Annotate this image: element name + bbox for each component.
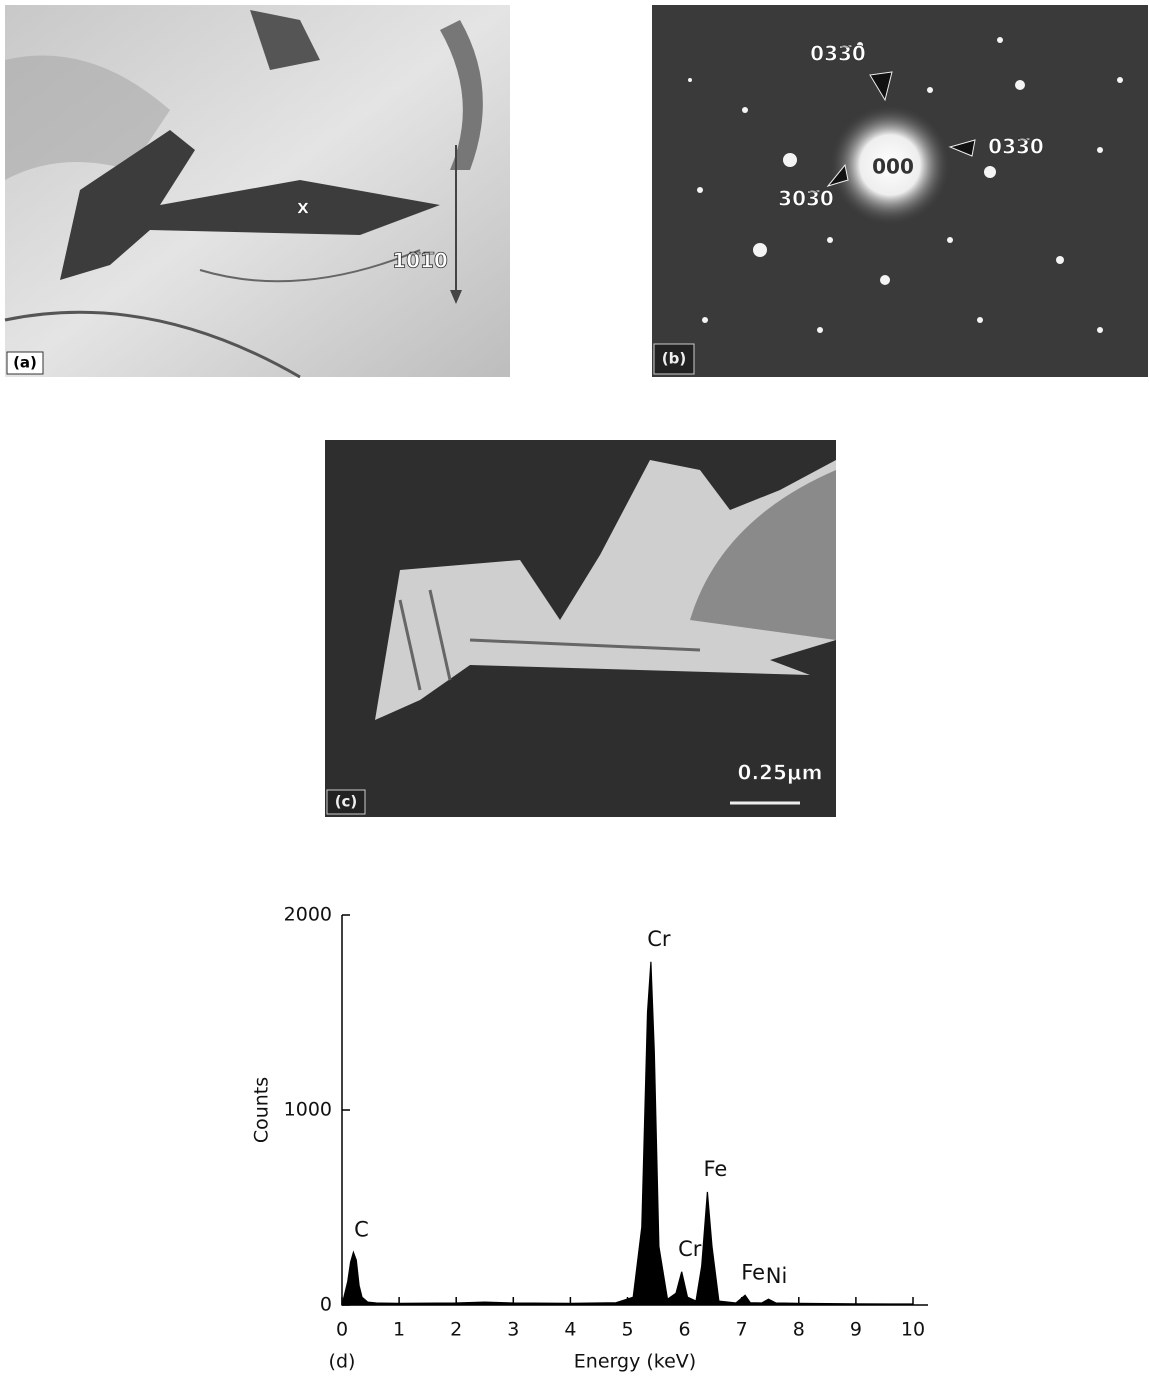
x-tick-label: 10 bbox=[901, 1319, 925, 1341]
x-tick-label: 5 bbox=[621, 1319, 633, 1341]
annotation: 033̅0 bbox=[988, 135, 1044, 159]
x-tick-label: 6 bbox=[679, 1319, 691, 1341]
y-tick-label: 2000 bbox=[284, 904, 332, 926]
figure: (a) x 10̅1̅0 (b) 033̅0 033̅0 303̅0 000 (… bbox=[0, 0, 1149, 1375]
panel-label: (c) bbox=[335, 793, 358, 811]
x-tick-label: 1 bbox=[393, 1319, 405, 1341]
x-tick-label: 7 bbox=[736, 1319, 748, 1341]
x-tick-label: 4 bbox=[564, 1319, 576, 1341]
peak-label: Fe bbox=[741, 1260, 765, 1284]
y-axis-label: Counts bbox=[251, 1077, 273, 1143]
x-tick-label: 3 bbox=[507, 1319, 519, 1341]
y-tick-label: 0 bbox=[320, 1294, 332, 1316]
y-tick-label: 1000 bbox=[284, 1099, 332, 1121]
x-tick-label: 2 bbox=[450, 1319, 462, 1341]
peak-label: Fe bbox=[704, 1157, 728, 1181]
annotation: 033̅0 bbox=[810, 42, 866, 66]
x-tick-label: 0 bbox=[336, 1319, 348, 1341]
x-tick-label: 8 bbox=[793, 1319, 805, 1341]
panel-label: (a) bbox=[13, 354, 37, 372]
annotation: 000 bbox=[872, 155, 914, 179]
micrograph-a: (a) x 10̅1̅0 bbox=[5, 5, 510, 377]
panel-label: (d) bbox=[329, 1351, 356, 1373]
panel-label: (b) bbox=[662, 350, 686, 368]
peak-label: Ni bbox=[766, 1264, 788, 1288]
peak-label: Cr bbox=[647, 927, 671, 951]
peak-label: Cr bbox=[678, 1237, 702, 1261]
diffraction-b: (b) 033̅0 033̅0 303̅0 000 bbox=[652, 5, 1148, 377]
peak-label: C bbox=[354, 1217, 369, 1241]
x-axis-label: Energy (keV) bbox=[574, 1351, 696, 1373]
annotation: x bbox=[297, 195, 310, 219]
annotation: 303̅0 bbox=[778, 187, 834, 211]
spectrum-chart: Energy (keV) Counts (d) 0 1000 2000 0 1 2 3 4 5 6… bbox=[251, 904, 929, 1373]
annotation: 10̅1̅0 bbox=[392, 249, 448, 273]
x-tick-label: 9 bbox=[850, 1319, 862, 1341]
spectrum-area bbox=[342, 962, 913, 1305]
scale-bar-label: 0.25μm bbox=[738, 761, 823, 785]
micrograph-c: (c) 0.25μm bbox=[325, 440, 836, 817]
